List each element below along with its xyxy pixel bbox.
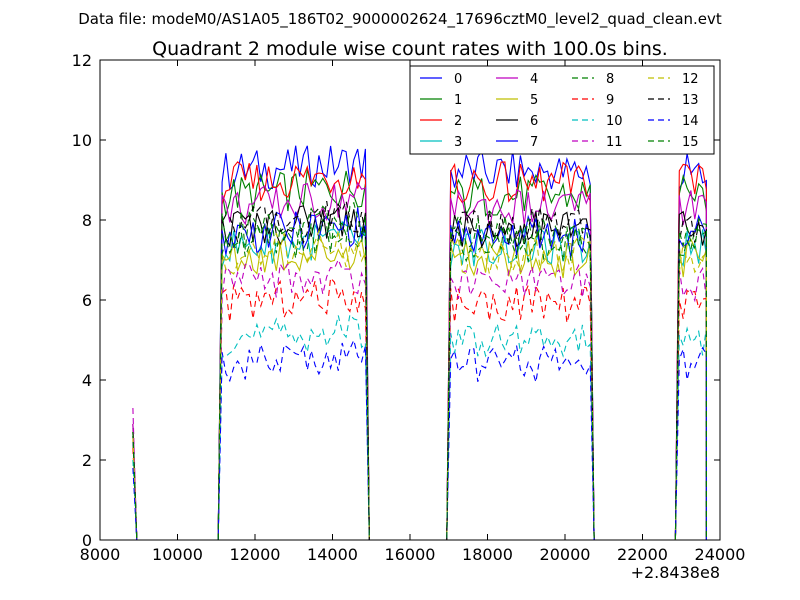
x-tick-label: 10000 — [152, 545, 203, 564]
x-offset-label: +2.8438e8 — [631, 563, 720, 582]
series-lines — [132, 145, 707, 540]
axis-ticks: 8000 10000 12000 14000 16000 18000 20000 22000 2… — [72, 51, 746, 564]
legend-label-11: 11 — [606, 135, 623, 150]
legend-box — [409, 65, 715, 155]
chart-suptitle: Data file: modeM0/AS1A05_186T02_90000026… — [78, 10, 722, 29]
y-tick-label: 6 — [82, 291, 92, 310]
y-tick-label: 2 — [82, 451, 92, 470]
legend-label-12: 12 — [682, 72, 699, 87]
series-line-2 — [132, 161, 707, 540]
legend-label-5: 5 — [530, 93, 538, 108]
series-line-5 — [132, 236, 707, 540]
legend-label-0: 0 — [454, 72, 462, 87]
x-tick-label: 14000 — [307, 545, 358, 564]
legend-label-13: 13 — [682, 93, 699, 108]
legend-label-9: 9 — [606, 93, 614, 108]
legend-label-14: 14 — [682, 114, 699, 129]
legend-label-8: 8 — [606, 72, 614, 87]
series-line-8 — [132, 215, 707, 540]
y-tick-label: 0 — [82, 531, 92, 550]
series-line-10 — [132, 313, 707, 540]
legend-label-1: 1 — [454, 93, 462, 108]
legend-label-2: 2 — [454, 114, 462, 129]
x-tick-label: 24000 — [695, 545, 746, 564]
series-line-4 — [132, 181, 707, 540]
series-line-13 — [132, 198, 707, 540]
series-line-9 — [132, 276, 707, 540]
y-tick-label: 4 — [82, 371, 92, 390]
legend-label-4: 4 — [530, 72, 538, 87]
series-line-11 — [132, 258, 707, 540]
y-tick-label: 12 — [72, 51, 92, 70]
series-line-12 — [132, 228, 707, 540]
x-tick-label: 8000 — [80, 545, 121, 564]
x-tick-label: 12000 — [230, 545, 281, 564]
y-tick-label: 10 — [72, 131, 92, 150]
legend-label-6: 6 — [530, 114, 538, 129]
legend-label-15: 15 — [682, 135, 699, 150]
x-tick-label: 16000 — [385, 545, 436, 564]
x-tick-label: 20000 — [540, 545, 591, 564]
y-tick-label: 8 — [82, 211, 92, 230]
legend-label-3: 3 — [454, 135, 462, 150]
series-line-15 — [132, 201, 707, 540]
x-tick-label: 22000 — [617, 545, 668, 564]
chart-title: Quadrant 2 module wise count rates with … — [152, 38, 668, 60]
legend-label-7: 7 — [530, 135, 538, 150]
series-line-14 — [132, 338, 707, 540]
legend-label-10: 10 — [606, 114, 623, 129]
x-tick-label: 18000 — [462, 545, 513, 564]
